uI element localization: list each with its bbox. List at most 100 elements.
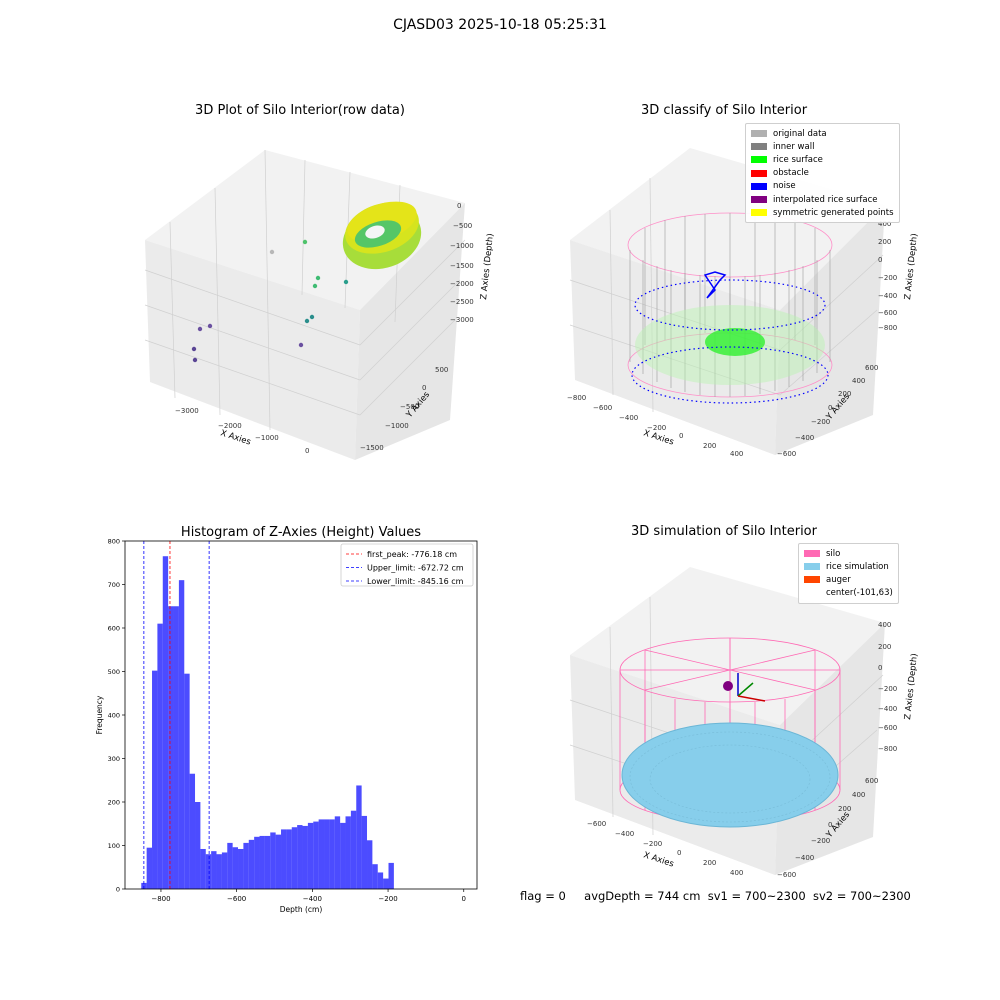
svg-text:200: 200 bbox=[878, 238, 891, 246]
legend-item: silo bbox=[804, 547, 893, 560]
histogram-legend bbox=[340, 543, 474, 587]
svg-text:−600: −600 bbox=[878, 724, 897, 732]
avg-depth-value: avgDepth = 744 cm bbox=[584, 889, 701, 903]
svg-text:400: 400 bbox=[878, 621, 891, 629]
svg-text:−800: −800 bbox=[878, 745, 897, 753]
histogram-bar bbox=[291, 827, 298, 889]
svg-text:200: 200 bbox=[703, 442, 716, 450]
x-tick-label: 0 bbox=[462, 895, 466, 903]
x-tick-label: −400 bbox=[303, 895, 322, 903]
y-tick-label: 500 bbox=[108, 668, 120, 676]
svg-text:−600: −600 bbox=[777, 450, 796, 458]
histogram-bar bbox=[270, 832, 276, 889]
y-tick-label: 700 bbox=[108, 581, 120, 589]
histogram-bar bbox=[232, 847, 239, 889]
histogram-bar bbox=[345, 816, 351, 889]
svg-text:−200: −200 bbox=[643, 840, 662, 848]
svg-text:0: 0 bbox=[828, 821, 832, 829]
status-line: flag = 0 avgDepth = 744 cm sv1 = 700~230… bbox=[520, 889, 911, 903]
svg-text:−200: −200 bbox=[878, 685, 897, 693]
histogram-bar bbox=[334, 816, 341, 889]
classify-tick-labels: −800 −600 −400 −200 0 200 400 600 400 20… bbox=[567, 220, 897, 458]
rice-simulation-surface bbox=[621, 722, 839, 828]
svg-text:−800: −800 bbox=[567, 394, 586, 402]
svg-text:−200: −200 bbox=[811, 837, 830, 845]
histogram-bar bbox=[302, 825, 308, 889]
svg-text:400: 400 bbox=[730, 869, 743, 877]
sv2-value: sv2 = 700~2300 bbox=[812, 889, 911, 903]
histogram-bar bbox=[168, 606, 174, 889]
svg-text:400: 400 bbox=[852, 377, 865, 385]
svg-text:500: 500 bbox=[435, 366, 448, 374]
y-tick-label: 400 bbox=[108, 712, 120, 720]
svg-text:−600: −600 bbox=[878, 309, 897, 317]
svg-text:0: 0 bbox=[457, 202, 461, 210]
legend-swatch bbox=[751, 196, 767, 204]
svg-text:−800: −800 bbox=[878, 324, 897, 332]
histogram-bar bbox=[329, 819, 335, 889]
svg-text:−200: −200 bbox=[878, 274, 897, 282]
histogram-bar bbox=[367, 840, 373, 889]
histogram-bar bbox=[200, 848, 206, 889]
legend-swatch bbox=[804, 590, 820, 597]
svg-text:−500: −500 bbox=[453, 222, 472, 230]
histogram-bar bbox=[388, 862, 394, 889]
svg-text:−3000: −3000 bbox=[175, 407, 199, 415]
histogram-bar bbox=[324, 819, 330, 889]
histogram-bar bbox=[254, 836, 260, 889]
svg-text:−400: −400 bbox=[795, 854, 814, 862]
legend-swatch bbox=[751, 182, 767, 190]
raw-x-axis-label: X Axies bbox=[219, 428, 252, 447]
legend-item: interpolated rice surface bbox=[751, 193, 894, 206]
histogram-bar bbox=[152, 670, 158, 889]
svg-text:0: 0 bbox=[878, 664, 882, 672]
histogram-bar bbox=[275, 834, 282, 889]
y-tick-label: 800 bbox=[108, 538, 120, 546]
svg-text:−200: −200 bbox=[811, 418, 830, 426]
auger-marker bbox=[723, 673, 766, 702]
legend-swatch bbox=[751, 209, 767, 217]
histogram-bar bbox=[141, 882, 147, 889]
histogram-bar bbox=[162, 556, 169, 889]
histogram-bar bbox=[307, 822, 314, 889]
x-tick-label: −200 bbox=[378, 895, 397, 903]
histogram-bar bbox=[361, 815, 368, 889]
histogram-bar bbox=[356, 785, 362, 889]
svg-text:0: 0 bbox=[677, 849, 681, 857]
svg-text:0: 0 bbox=[828, 404, 832, 412]
panel-raw-3d: −3000 −2000 −1000 0 500 0 −500 −1000 −15… bbox=[144, 149, 496, 460]
simulation-x-axis-label: X Axies bbox=[642, 850, 675, 869]
svg-text:−1000: −1000 bbox=[255, 434, 279, 442]
y-tick-label: 100 bbox=[108, 842, 120, 850]
legend-swatch bbox=[804, 563, 820, 571]
y-tick-label: 200 bbox=[108, 799, 120, 807]
classify-z-axis-label: Z Axies (Depth) bbox=[903, 233, 920, 300]
svg-text:−2000: −2000 bbox=[450, 280, 474, 288]
svg-text:−200: −200 bbox=[647, 424, 666, 432]
svg-text:−600: −600 bbox=[587, 820, 606, 828]
legend-label-2: Lower_limit: -845.16 cm bbox=[367, 577, 464, 586]
histogram-bar bbox=[221, 852, 228, 889]
histogram-bar bbox=[211, 851, 217, 889]
histogram-bar bbox=[248, 839, 255, 889]
legend-item: inner wall bbox=[751, 140, 894, 153]
svg-text:200: 200 bbox=[838, 805, 851, 813]
svg-text:600: 600 bbox=[865, 364, 878, 372]
legend-item: auger bbox=[804, 573, 893, 586]
classify-legend: original data inner wall rice surface ob… bbox=[745, 123, 900, 224]
y-tick-label: 300 bbox=[108, 755, 120, 763]
svg-text:−400: −400 bbox=[615, 830, 634, 838]
x-axis-label: Depth (cm) bbox=[280, 905, 323, 914]
svg-text:−500: −500 bbox=[400, 403, 419, 411]
histogram-bar bbox=[259, 835, 265, 889]
figure-title: CJASD03 2025-10-18 05:25:31 bbox=[393, 17, 607, 33]
svg-text:400: 400 bbox=[878, 220, 891, 228]
simulation-tick-labels: −600 −400 −200 0 200 400 600 400 200 0 −… bbox=[587, 621, 897, 879]
svg-text:200: 200 bbox=[703, 859, 716, 867]
chart-title: Histogram of Z-Axies (Height) Values bbox=[181, 525, 421, 540]
svg-text:−400: −400 bbox=[878, 292, 897, 300]
svg-text:−600: −600 bbox=[777, 871, 796, 879]
svg-text:400: 400 bbox=[730, 450, 743, 458]
y-tick-label: 0 bbox=[116, 886, 120, 894]
legend-item: rice simulation bbox=[804, 560, 893, 573]
